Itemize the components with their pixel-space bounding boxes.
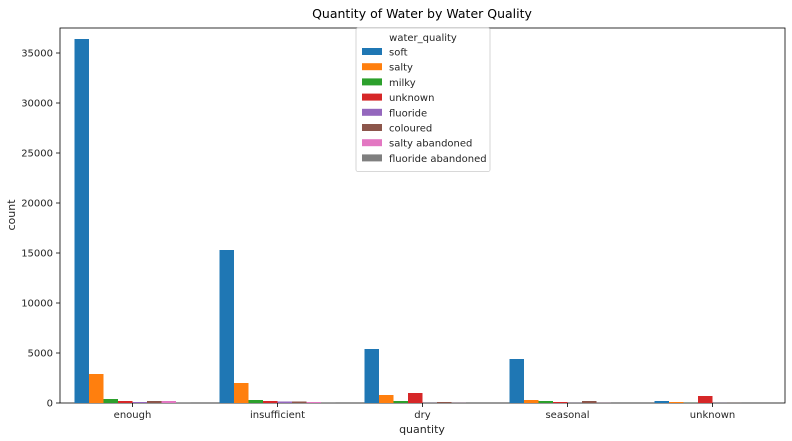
bar-soft-dry [365,349,380,403]
legend-swatch [362,139,382,146]
bar-unknown-seasonal [553,402,568,403]
legend-swatch [362,63,382,70]
bar-fluoride-insufficient [278,402,293,404]
bar-salty-insufficient [234,383,249,403]
legend-swatch [362,154,382,161]
bar-salty-dry [379,395,394,403]
y-tick-label: 20000 [21,199,53,210]
bar-coloured-seasonal [582,401,597,403]
bar-coloured-insufficient [292,402,307,404]
legend-swatch [362,94,382,101]
y-axis: 0 5000 10000 15000 20000 25000 30000 35000 [21,49,60,410]
legend-label: coloured [389,124,432,135]
bar-milky-dry [394,401,409,403]
bar-unknown-unknown [698,396,713,403]
x-tick-label: dry [414,410,430,421]
bar-salty-abandoned-insufficient [307,402,322,403]
legend: water_quality soft salty milky unknown fluor… [356,28,490,172]
legend-label: salty [389,63,413,74]
legend-swatch [362,124,382,131]
legend-label: milky [389,78,416,89]
legend-title: water_quality [389,33,457,44]
bar-unknown-dry [408,393,423,403]
y-tick-label: 35000 [21,49,53,60]
bar-milky-seasonal [539,401,554,403]
legend-swatch [362,48,382,55]
y-tick-label: 25000 [21,149,53,160]
legend-label: fluoride [389,108,427,119]
bar-soft-seasonal [510,359,525,403]
x-tick-label: seasonal [545,410,589,421]
legend-label: unknown [389,93,434,104]
x-tick-label: enough [114,410,152,421]
chart-title: Quantity of Water by Water Quality [312,6,532,21]
bar-coloured-enough [147,401,162,403]
x-tick-label: unknown [690,410,735,421]
x-tick-label: insufficient [250,410,305,421]
bar-salty-abandoned-enough [162,401,177,403]
bar-coloured-dry [437,402,452,403]
bar-salty-unknown [669,402,684,403]
bar-salty-enough [89,374,104,403]
legend-label: salty abandoned [389,139,472,150]
x-axis-label: quantity [399,423,445,436]
bar-soft-unknown [655,401,670,403]
legend-swatch [362,109,382,116]
bar-fluoride-enough [133,402,148,403]
bar-unknown-enough [118,401,133,403]
bar-soft-insufficient [220,250,235,403]
bar-milky-enough [104,399,119,403]
legend-label: soft [389,48,408,59]
bar-salty-seasonal [524,400,539,403]
y-tick-label: 0 [47,399,53,410]
legend-swatch [362,78,382,85]
bar-soft-enough [75,39,90,403]
y-tick-label: 10000 [21,299,53,310]
bar-unknown-insufficient [263,401,278,403]
x-axis: enough insufficient dry seasonal unknown [114,403,736,421]
y-tick-label: 30000 [21,99,53,110]
y-tick-label: 15000 [21,249,53,260]
y-tick-label: 5000 [28,349,53,360]
bar-milky-insufficient [249,400,264,403]
legend-label: fluoride abandoned [389,154,487,165]
y-axis-label: count [5,199,18,231]
